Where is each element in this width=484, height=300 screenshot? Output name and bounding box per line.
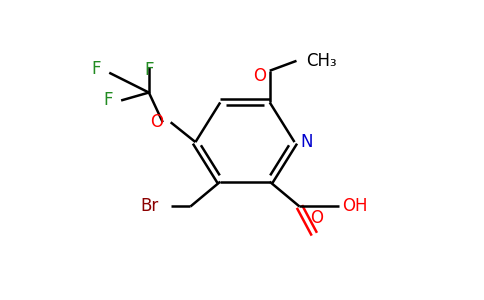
Text: F: F xyxy=(104,92,113,110)
Text: O: O xyxy=(310,209,323,227)
Text: F: F xyxy=(144,61,153,79)
Text: F: F xyxy=(92,60,101,78)
Text: N: N xyxy=(301,133,313,151)
Text: Br: Br xyxy=(140,197,159,215)
Text: OH: OH xyxy=(342,197,367,215)
Text: O: O xyxy=(253,67,266,85)
Text: O: O xyxy=(150,113,163,131)
Text: CH₃: CH₃ xyxy=(306,52,337,70)
